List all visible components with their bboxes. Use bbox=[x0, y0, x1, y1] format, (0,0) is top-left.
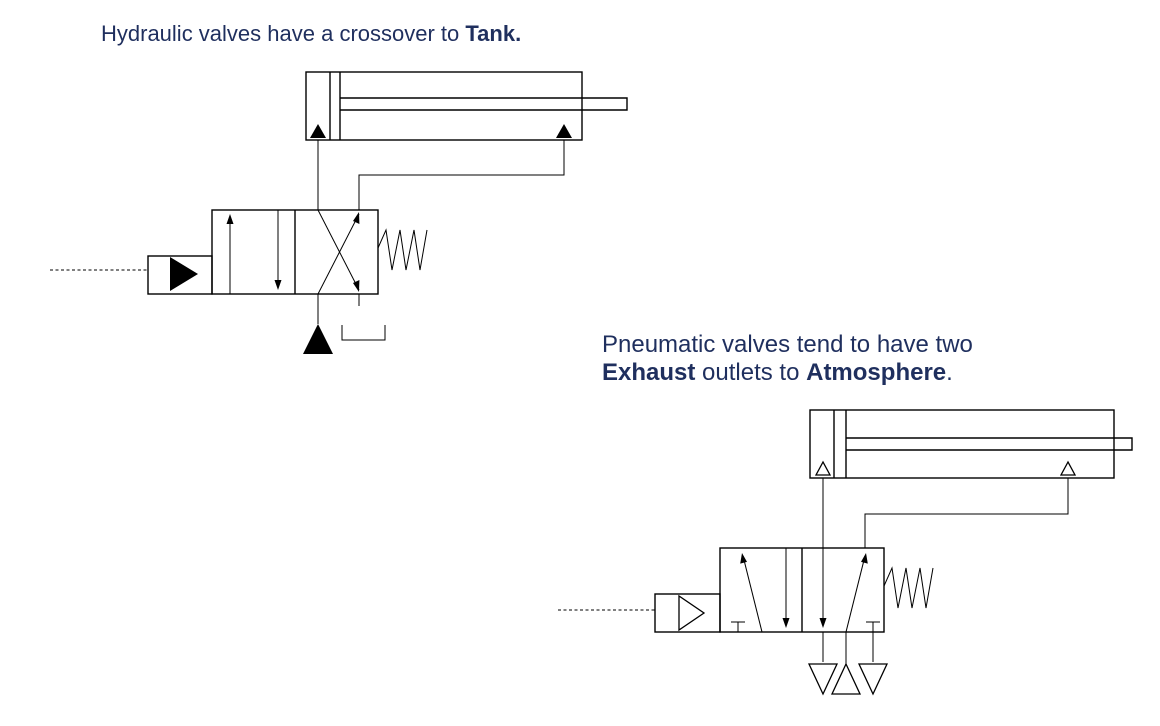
pneumatic-solenoid-triangle-icon bbox=[678, 594, 706, 632]
pneumatic-right-arrow-icon bbox=[861, 553, 868, 564]
pneumatic-circuit bbox=[558, 409, 1133, 696]
pneumatic-left-blocked-port-icon bbox=[731, 621, 745, 632]
hydraulic-circuit bbox=[50, 71, 628, 354]
hydraulic-crossover-arrow-2-icon bbox=[353, 280, 360, 292]
hydraulic-crossover-line-1 bbox=[317, 213, 360, 295]
hydraulic-arrow-down-icon bbox=[274, 280, 282, 290]
hydraulic-pump-source-icon bbox=[303, 324, 333, 354]
pneumatic-right-down-arrow-icon bbox=[819, 618, 827, 628]
pneumatic-left-flow-line bbox=[742, 555, 763, 633]
pneumatic-line-b bbox=[864, 478, 1069, 548]
pneumatic-piston-rod bbox=[846, 437, 1133, 451]
pneumatic-exhaust-2-icon bbox=[857, 663, 889, 696]
pneumatic-valve bbox=[558, 547, 934, 633]
hydraulic-crossover-line-2 bbox=[317, 209, 360, 291]
hydraulic-spring-icon bbox=[377, 228, 428, 271]
hydraulic-valve bbox=[50, 209, 428, 295]
pneumatic-cylinder-barrel bbox=[809, 409, 1115, 479]
hydraulic-solenoid-box bbox=[147, 255, 213, 295]
pneumatic-solenoid-box bbox=[654, 593, 721, 633]
hydraulic-tank-icon bbox=[341, 325, 386, 341]
pneumatic-left-down-arrow-icon bbox=[782, 618, 790, 628]
hydraulic-line-b bbox=[358, 140, 565, 210]
pneumatic-caption-atmosphere: Atmosphere bbox=[806, 359, 947, 386]
hydraulic-piston-rod bbox=[340, 97, 628, 111]
hydraulic-rod-port-marker bbox=[556, 124, 572, 138]
pneumatic-exhaust-1-icon bbox=[807, 663, 839, 696]
pneumatic-caption-mid: outlets to bbox=[695, 359, 807, 386]
hydraulic-arrow-up-icon bbox=[226, 214, 234, 224]
pneumatic-spring-icon bbox=[883, 566, 934, 609]
hydraulic-cap-port-marker bbox=[310, 124, 326, 138]
pneumatic-right-blocked-port-icon bbox=[866, 621, 880, 632]
hydraulic-cylinder-barrel bbox=[305, 71, 583, 141]
hydraulic-solenoid-triangle-icon bbox=[170, 257, 198, 291]
hydraulic-caption-tank: Tank. bbox=[465, 21, 522, 46]
pneumatic-rod-port-marker bbox=[1059, 460, 1077, 476]
pneumatic-caption-end: . bbox=[946, 359, 953, 386]
pneumatic-right-flow-line bbox=[845, 555, 866, 633]
pneumatic-caption: Pneumatic valves tend to have two Exhaust… bbox=[602, 331, 973, 387]
pneumatic-caption-line1: Pneumatic valves tend to have two bbox=[602, 331, 973, 358]
pneumatic-supply-icon bbox=[830, 662, 862, 695]
hydraulic-crossover-arrow-1-icon bbox=[353, 212, 360, 224]
pneumatic-cap-port-marker bbox=[814, 460, 832, 476]
pneumatic-caption-exhaust: Exhaust bbox=[602, 359, 696, 386]
pneumatic-cylinder bbox=[809, 409, 1133, 479]
pneumatic-left-arrow-icon bbox=[740, 553, 747, 564]
hydraulic-caption-text: Hydraulic valves have a crossover to bbox=[101, 21, 466, 46]
hydraulic-caption: Hydraulic valves have a crossover to Tan… bbox=[101, 20, 521, 47]
hydraulic-cylinder bbox=[305, 71, 628, 141]
